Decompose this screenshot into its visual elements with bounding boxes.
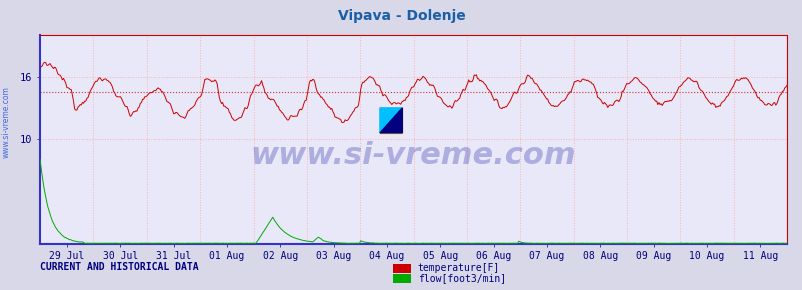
Polygon shape (379, 108, 402, 133)
Text: www.si-vreme.com: www.si-vreme.com (2, 86, 11, 158)
Text: temperature[F]: temperature[F] (417, 263, 499, 273)
Text: CURRENT AND HISTORICAL DATA: CURRENT AND HISTORICAL DATA (40, 262, 199, 272)
Polygon shape (379, 108, 402, 133)
Bar (379, 108, 402, 133)
Text: flow[foot3/min]: flow[foot3/min] (417, 273, 505, 283)
Text: www.si-vreme.com: www.si-vreme.com (250, 142, 576, 171)
Text: Vipava - Dolenje: Vipava - Dolenje (337, 9, 465, 23)
